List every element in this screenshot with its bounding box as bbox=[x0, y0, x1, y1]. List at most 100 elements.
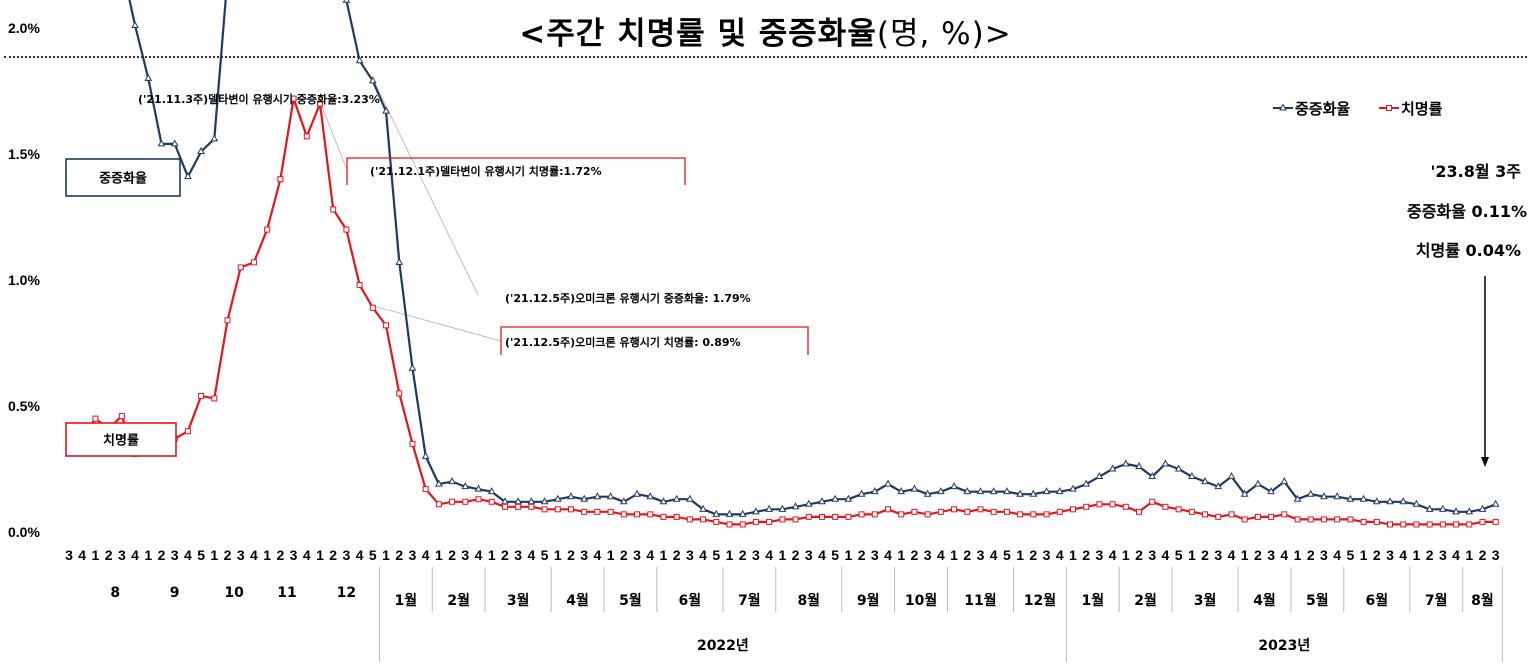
data-point bbox=[303, 133, 310, 140]
data-point bbox=[686, 516, 693, 523]
x-month-label: 1월 bbox=[395, 592, 418, 609]
data-point bbox=[1334, 516, 1341, 523]
x-week-label: 4 bbox=[937, 547, 945, 563]
x-month-label: 3월 bbox=[507, 592, 530, 609]
data-point bbox=[897, 487, 906, 495]
summary-arrow-head bbox=[1481, 457, 1489, 467]
data-point bbox=[951, 506, 958, 513]
data-point bbox=[699, 504, 707, 512]
x-month-label: 8월 bbox=[1471, 592, 1494, 609]
x-week-label: 3 bbox=[1214, 547, 1222, 563]
data-point bbox=[395, 257, 404, 265]
legend-label: 치명률 bbox=[1401, 100, 1443, 118]
data-point bbox=[620, 511, 627, 518]
data-point bbox=[832, 513, 839, 520]
data-point bbox=[633, 489, 641, 497]
data-point bbox=[356, 282, 363, 289]
x-month-label: 2월 bbox=[447, 592, 470, 609]
data-point bbox=[1254, 479, 1262, 487]
x-week-label: 4 bbox=[765, 547, 773, 563]
x-week-label: 4 bbox=[818, 547, 826, 563]
chart-title-main: <주간 치명률 및 중증화율 bbox=[519, 16, 877, 52]
data-point bbox=[1425, 504, 1434, 512]
x-week-label: 5 bbox=[369, 547, 377, 563]
data-point bbox=[449, 498, 456, 505]
data-point bbox=[1109, 501, 1116, 508]
x-week-label: 4 bbox=[1280, 547, 1288, 563]
x-month-label: 9월 bbox=[857, 592, 880, 609]
x-month-label: 11 bbox=[277, 585, 296, 601]
data-point bbox=[343, 226, 350, 233]
annotation-box bbox=[500, 326, 809, 355]
x-week-label: 4 bbox=[1333, 547, 1341, 563]
data-point bbox=[1413, 521, 1420, 528]
data-point bbox=[870, 487, 879, 495]
data-point bbox=[1083, 503, 1090, 510]
data-point bbox=[1491, 499, 1500, 507]
x-month-label: 6월 bbox=[1365, 592, 1388, 609]
x-week-label: 3 bbox=[1386, 547, 1394, 563]
annotation-leader-line bbox=[319, 101, 348, 171]
x-week-label: 1 bbox=[897, 547, 905, 563]
data-point bbox=[1359, 494, 1368, 502]
data-point bbox=[224, 317, 231, 324]
data-point bbox=[1281, 511, 1288, 518]
data-point bbox=[1228, 511, 1235, 518]
data-point bbox=[1095, 472, 1104, 480]
x-week-label: 3 bbox=[118, 547, 126, 563]
annotations: ('21.11.3주)델타변이 유행시기 중증화율:3.23% ('21.12.1… bbox=[138, 92, 809, 355]
data-point bbox=[567, 506, 574, 513]
x-week-label: 1 bbox=[92, 547, 100, 563]
data-point bbox=[1043, 511, 1050, 518]
x-week-label: 2 bbox=[1082, 547, 1090, 563]
x-week-label: 5 bbox=[712, 547, 720, 563]
x-week-label: 3 bbox=[461, 547, 469, 563]
data-point bbox=[818, 497, 826, 505]
data-point bbox=[1466, 521, 1473, 528]
x-month-label: 8월 bbox=[797, 592, 820, 609]
data-point bbox=[1214, 482, 1223, 490]
x-month-label: 4월 bbox=[1253, 592, 1276, 609]
annotation-box bbox=[346, 157, 686, 185]
x-week-label: 3 bbox=[290, 547, 298, 563]
data-point bbox=[1373, 518, 1380, 525]
data-point bbox=[1148, 472, 1157, 480]
data-point bbox=[528, 503, 535, 510]
data-point bbox=[1175, 506, 1182, 513]
series-line-1 bbox=[68, 97, 1496, 526]
data-point bbox=[1016, 489, 1024, 497]
x-week-label: 2 bbox=[673, 547, 681, 563]
x-week-label: 5 bbox=[1003, 547, 1011, 563]
data-point bbox=[1399, 497, 1408, 505]
data-point bbox=[1174, 464, 1183, 472]
legend-marker bbox=[1386, 105, 1392, 111]
data-point bbox=[660, 513, 667, 520]
data-point bbox=[857, 489, 866, 497]
x-week-label: 3 bbox=[686, 547, 694, 563]
x-week-label: 2 bbox=[911, 547, 919, 563]
data-point bbox=[1122, 503, 1129, 510]
data-point bbox=[659, 497, 668, 505]
data-point bbox=[923, 489, 932, 497]
data-point bbox=[501, 497, 509, 505]
annotation-text: ('21.12.1주)델타변이 유행시기 치명률:1.72% bbox=[370, 164, 602, 178]
data-point bbox=[1241, 516, 1248, 523]
data-point bbox=[989, 487, 998, 495]
x-week-label: 4 bbox=[1056, 547, 1064, 563]
x-week-label: 3 bbox=[1320, 547, 1328, 563]
data-point bbox=[170, 139, 179, 147]
data-point bbox=[1136, 508, 1143, 515]
x-week-label: 1 bbox=[263, 547, 271, 563]
data-point bbox=[184, 172, 192, 180]
data-point bbox=[462, 498, 469, 505]
data-point bbox=[514, 497, 522, 505]
data-point bbox=[1452, 507, 1460, 515]
legend-label: 중증화율 bbox=[1295, 100, 1350, 118]
x-week-label: 1 bbox=[210, 547, 218, 563]
data-point bbox=[1029, 489, 1038, 497]
legend-marker bbox=[1279, 103, 1287, 111]
data-point bbox=[1438, 504, 1447, 512]
